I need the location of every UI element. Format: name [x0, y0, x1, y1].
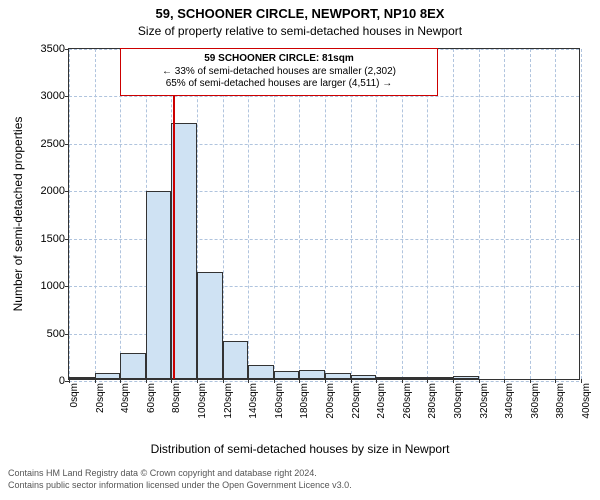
histogram-bar [171, 123, 197, 379]
gridline-vertical [453, 49, 454, 379]
footer-line-2: Contains public sector information licen… [8, 480, 352, 490]
footer-line-1: Contains HM Land Registry data © Crown c… [8, 468, 317, 478]
histogram-bar [223, 341, 249, 379]
gridline-vertical [69, 49, 70, 379]
chart-title: 59, SCHOONER CIRCLE, NEWPORT, NP10 8EX [0, 6, 600, 21]
x-tick-label: 340sqm [504, 379, 515, 419]
y-axis-label: Number of semi-detached properties [11, 117, 25, 312]
gridline-vertical [248, 49, 249, 379]
gridline-vertical [479, 49, 480, 379]
x-tick-label: 380sqm [555, 379, 566, 419]
histogram-bar [376, 377, 402, 379]
gridline-vertical [299, 49, 300, 379]
y-tick-label: 1500 [41, 233, 65, 245]
gridline-vertical [581, 49, 582, 379]
histogram-bar [248, 365, 274, 379]
x-tick-label: 100sqm [197, 379, 208, 419]
histogram-bar [197, 272, 223, 379]
property-size-chart: 59, SCHOONER CIRCLE, NEWPORT, NP10 8EX S… [0, 0, 600, 500]
x-tick-label: 260sqm [402, 379, 413, 419]
x-tick-label: 180sqm [299, 379, 310, 419]
gridline-vertical [555, 49, 556, 379]
gridline-vertical [427, 49, 428, 379]
y-tick-label: 3000 [41, 90, 65, 102]
x-tick-label: 60sqm [146, 379, 157, 413]
x-tick-label: 320sqm [479, 379, 490, 419]
chart-subtitle: Size of property relative to semi-detach… [0, 24, 600, 38]
annotation-line-1: 59 SCHOONER CIRCLE: 81sqm [129, 53, 429, 66]
x-tick-label: 360sqm [530, 379, 541, 419]
x-tick-label: 20sqm [95, 379, 106, 413]
y-tick-label: 500 [47, 328, 65, 340]
annotation-line-3: 65% of semi-detached houses are larger (… [129, 78, 429, 91]
gridline-vertical [376, 49, 377, 379]
histogram-bar [120, 353, 146, 379]
x-tick-label: 160sqm [274, 379, 285, 419]
x-tick-label: 300sqm [453, 379, 464, 419]
x-tick-label: 0sqm [69, 379, 80, 407]
x-tick-label: 220sqm [351, 379, 362, 419]
gridline-vertical [402, 49, 403, 379]
x-tick-label: 240sqm [376, 379, 387, 419]
y-tick-label: 3500 [41, 43, 65, 55]
gridline-vertical [274, 49, 275, 379]
x-tick-label: 200sqm [325, 379, 336, 419]
x-tick-label: 120sqm [223, 379, 234, 419]
plot-area: 05001000150020002500300035000sqm20sqm40s… [68, 48, 580, 380]
x-tick-label: 400sqm [581, 379, 592, 419]
histogram-bar [351, 375, 377, 379]
histogram-bar [146, 191, 172, 379]
gridline-vertical [351, 49, 352, 379]
y-tick-label: 1000 [41, 280, 65, 292]
histogram-bar [453, 376, 479, 379]
annotation-line-2: ← 33% of semi-detached houses are smalle… [129, 66, 429, 79]
histogram-bar [95, 373, 121, 379]
x-tick-label: 80sqm [171, 379, 182, 413]
gridline-vertical [120, 49, 121, 379]
annotation-box: 59 SCHOONER CIRCLE: 81sqm ← 33% of semi-… [120, 48, 438, 96]
gridline-vertical [530, 49, 531, 379]
histogram-bar [402, 377, 428, 379]
gridline-vertical [325, 49, 326, 379]
y-tick-label: 0 [59, 375, 65, 387]
gridline-vertical [504, 49, 505, 379]
y-tick-label: 2000 [41, 185, 65, 197]
x-tick-label: 280sqm [427, 379, 438, 419]
x-tick-label: 40sqm [120, 379, 131, 413]
x-tick-label: 140sqm [248, 379, 259, 419]
x-axis-label: Distribution of semi-detached houses by … [0, 442, 600, 456]
y-tick-label: 2500 [41, 138, 65, 150]
gridline-vertical [95, 49, 96, 379]
histogram-bar [69, 377, 95, 379]
histogram-bar [325, 373, 351, 379]
subject-marker-line [173, 49, 175, 379]
histogram-bar [299, 370, 325, 379]
histogram-bar [274, 371, 300, 379]
histogram-bar [427, 377, 453, 379]
gridline-vertical [223, 49, 224, 379]
